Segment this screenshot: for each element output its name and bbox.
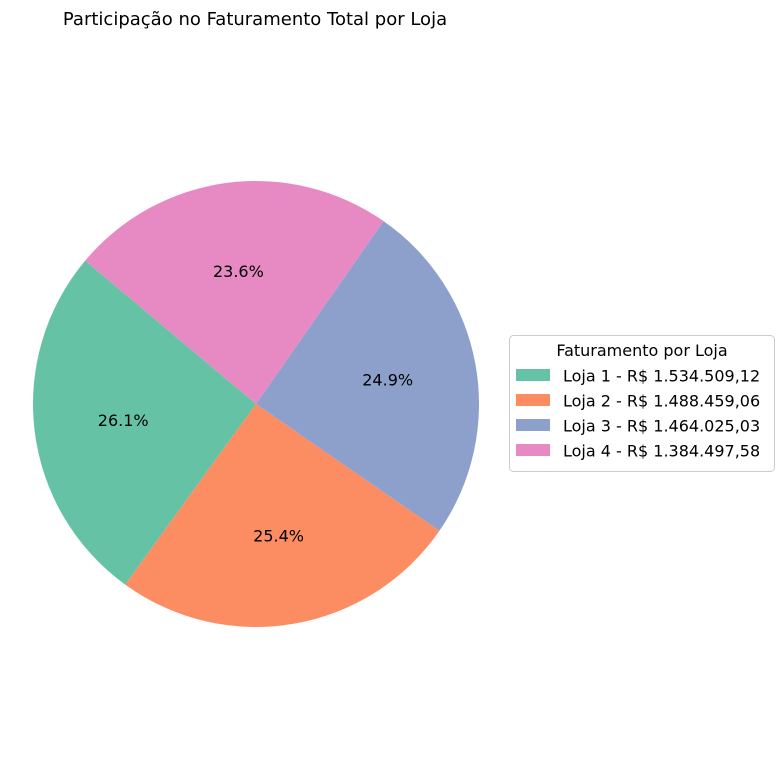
slice-percent-label-2: 25.4% (253, 526, 304, 545)
legend-swatch-4 (516, 444, 550, 456)
legend-frame (509, 335, 775, 472)
pie-slices (32, 180, 479, 627)
legend-items: Loja 1 - R$ 1.534.509,12 Loja 2 - R$ 1.48… (516, 367, 760, 461)
slice-percent-label-3: 24.9% (362, 371, 413, 390)
pie-slice-4 (85, 180, 384, 404)
slice-percent-label-4: 23.6% (213, 262, 264, 281)
legend-swatch-3 (516, 419, 550, 431)
pie-slice-1 (32, 260, 256, 585)
legend-label-1: Loja 1 - R$ 1.534.509,12 (563, 367, 760, 386)
slice-percent-label-1: 26.1% (98, 411, 149, 430)
legend-label-3: Loja 3 - R$ 1.464.025,03 (563, 417, 760, 436)
legend-swatch-2 (516, 394, 550, 406)
legend: Faturamento por Loja Loja 1 - R$ 1.534.5… (509, 335, 775, 472)
legend-title: Faturamento por Loja (556, 341, 727, 360)
pie-slice-3 (256, 221, 479, 531)
pie-percent-labels: 26.1% 25.4% 24.9% 23.6% (98, 262, 413, 546)
legend-swatch-1 (516, 369, 550, 381)
chart-title: Participação no Faturamento Total por Lo… (63, 9, 447, 30)
legend-label-2: Loja 2 - R$ 1.488.459,06 (563, 392, 760, 411)
pie-slice-2 (125, 404, 440, 627)
legend-label-4: Loja 4 - R$ 1.384.497,58 (563, 442, 760, 461)
